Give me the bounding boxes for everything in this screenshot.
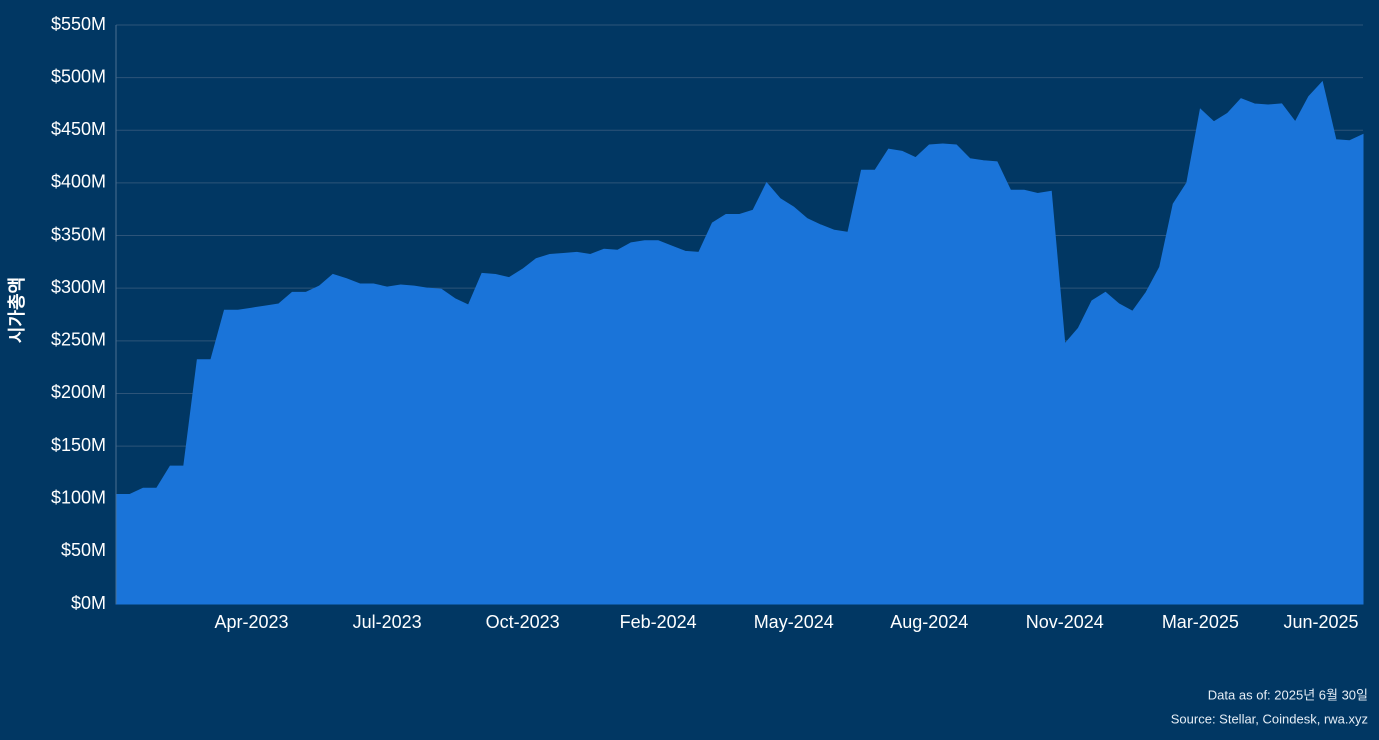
y-tick-label: $200M xyxy=(51,382,106,402)
x-tick-label: Feb-2024 xyxy=(620,612,697,632)
x-tick-label: Oct-2023 xyxy=(486,612,560,632)
note: Source: Stellar, Coindesk, rwa.xyz xyxy=(1171,711,1368,726)
x-tick-label: May-2024 xyxy=(754,612,834,632)
area xyxy=(115,80,1364,605)
y-tick-label: $450M xyxy=(51,119,106,139)
x-tick-label: Jul-2023 xyxy=(353,612,422,632)
note: Data as of: 2025년 6월 30일 xyxy=(1208,687,1368,702)
x-tick-label: Nov-2024 xyxy=(1026,612,1104,632)
x-tick-label: Apr-2023 xyxy=(215,612,289,632)
y-tick-label: $550M xyxy=(51,14,106,34)
y-axis-title: 시가총액 xyxy=(7,277,27,343)
x-tick-label: Mar-2025 xyxy=(1162,612,1239,632)
x-tick-label: Jun-2025 xyxy=(1283,612,1358,632)
x-tick-label: Aug-2024 xyxy=(890,612,968,632)
y-tick-label: $0M xyxy=(71,593,106,613)
y-tick-label: $100M xyxy=(51,487,106,507)
y-tick-label: $250M xyxy=(51,330,106,350)
y-tick-label: $50M xyxy=(61,540,106,560)
y-tick-label: $150M xyxy=(51,435,106,455)
y-tick-label: $350M xyxy=(51,224,106,244)
y-tick-label: $500M xyxy=(51,66,106,86)
y-tick-label: $300M xyxy=(51,277,106,297)
y-tick-label: $400M xyxy=(51,172,106,192)
